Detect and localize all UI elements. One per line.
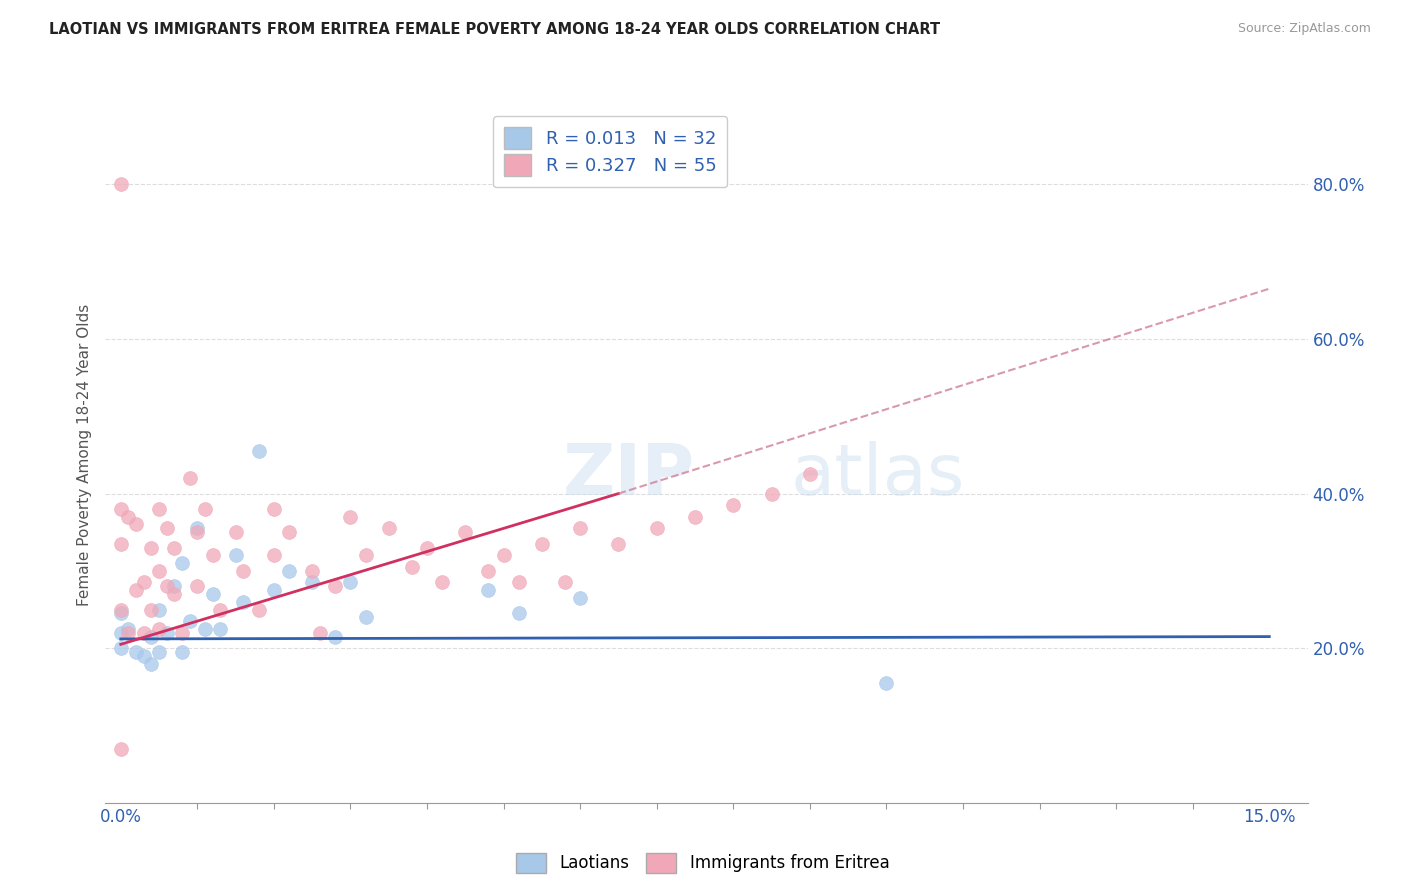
Point (141, 602, 163, 616)
Point (232, 595, 254, 609)
Point (117, 622, 139, 636)
Point (225, 525, 247, 540)
Point (339, 575, 361, 590)
Point (263, 502, 285, 516)
Text: atlas: atlas (790, 442, 965, 510)
Point (209, 622, 232, 636)
Point (141, 657, 163, 671)
Point (110, 178, 132, 192)
Point (110, 502, 132, 516)
Point (194, 502, 217, 516)
Point (339, 509, 361, 524)
Point (110, 641, 132, 656)
Point (263, 549, 285, 563)
Point (186, 579, 208, 593)
Point (209, 602, 232, 616)
Point (232, 564, 254, 578)
Point (110, 607, 132, 621)
Point (554, 575, 576, 590)
Point (508, 575, 530, 590)
Point (477, 564, 499, 578)
Legend: Laotians, Immigrants from Eritrea: Laotians, Immigrants from Eritrea (510, 847, 896, 880)
Point (125, 645, 148, 659)
Point (492, 549, 515, 563)
Point (416, 541, 439, 555)
Point (117, 625, 139, 640)
Point (170, 556, 193, 570)
Point (110, 741, 132, 756)
Point (170, 645, 193, 659)
Point (201, 549, 224, 563)
Point (308, 625, 330, 640)
Point (148, 564, 170, 578)
Y-axis label: Female Poverty Among 18-24 Year Olds: Female Poverty Among 18-24 Year Olds (76, 304, 91, 606)
Point (607, 537, 630, 551)
Point (170, 625, 193, 640)
Point (125, 583, 148, 598)
Point (301, 564, 323, 578)
Point (148, 602, 170, 616)
Point (454, 525, 477, 540)
Point (179, 471, 201, 485)
Point (163, 587, 186, 601)
Point (110, 625, 132, 640)
Point (132, 575, 155, 590)
Point (148, 645, 170, 659)
Point (179, 614, 201, 628)
Point (354, 610, 377, 624)
Point (225, 549, 247, 563)
Point (156, 521, 179, 535)
Point (117, 509, 139, 524)
Text: LAOTIAN VS IMMIGRANTS FROM ERITREA FEMALE POVERTY AMONG 18-24 YEAR OLDS CORRELAT: LAOTIAN VS IMMIGRANTS FROM ERITREA FEMAL… (49, 22, 941, 37)
Point (186, 525, 208, 540)
Point (301, 575, 323, 590)
Point (186, 521, 208, 535)
Point (247, 602, 270, 616)
Point (132, 648, 155, 663)
Point (354, 549, 377, 563)
Point (194, 622, 217, 636)
Point (723, 498, 745, 512)
Point (148, 502, 170, 516)
Text: Source: ZipAtlas.com: Source: ZipAtlas.com (1237, 22, 1371, 36)
Point (569, 521, 592, 535)
Point (278, 525, 301, 540)
Point (247, 444, 270, 458)
Point (141, 541, 163, 555)
Point (148, 622, 170, 636)
Point (508, 607, 530, 621)
Point (875, 676, 897, 690)
Point (401, 560, 423, 574)
Point (201, 587, 224, 601)
Point (278, 564, 301, 578)
Legend: R = 0.013   N = 32, R = 0.327   N = 55: R = 0.013 N = 32, R = 0.327 N = 55 (494, 116, 727, 187)
Point (263, 583, 285, 598)
Point (761, 486, 783, 500)
Point (156, 625, 179, 640)
Point (110, 602, 132, 616)
Point (125, 517, 148, 532)
Point (477, 583, 499, 598)
Point (569, 591, 592, 605)
Point (683, 509, 706, 524)
Point (110, 537, 132, 551)
Point (163, 579, 186, 593)
Point (156, 579, 179, 593)
Text: ZIP: ZIP (562, 442, 695, 510)
Point (645, 521, 668, 535)
Point (530, 537, 553, 551)
Point (323, 630, 346, 644)
Point (141, 630, 163, 644)
Point (432, 575, 454, 590)
Point (377, 521, 399, 535)
Point (132, 625, 155, 640)
Point (163, 541, 186, 555)
Point (323, 579, 346, 593)
Point (799, 467, 821, 482)
